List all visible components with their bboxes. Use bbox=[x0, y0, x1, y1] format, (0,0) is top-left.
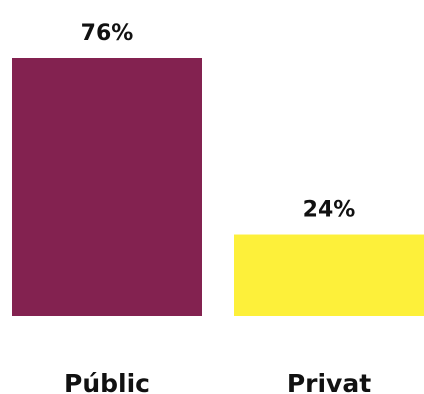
bar-privat bbox=[234, 234, 424, 316]
value-label-privat: 24% bbox=[303, 198, 356, 223]
category-label-public: Públic bbox=[64, 369, 150, 394]
value-label-public: 76% bbox=[81, 21, 134, 46]
bar-public bbox=[12, 58, 202, 316]
category-label-privat: Privat bbox=[287, 369, 371, 394]
